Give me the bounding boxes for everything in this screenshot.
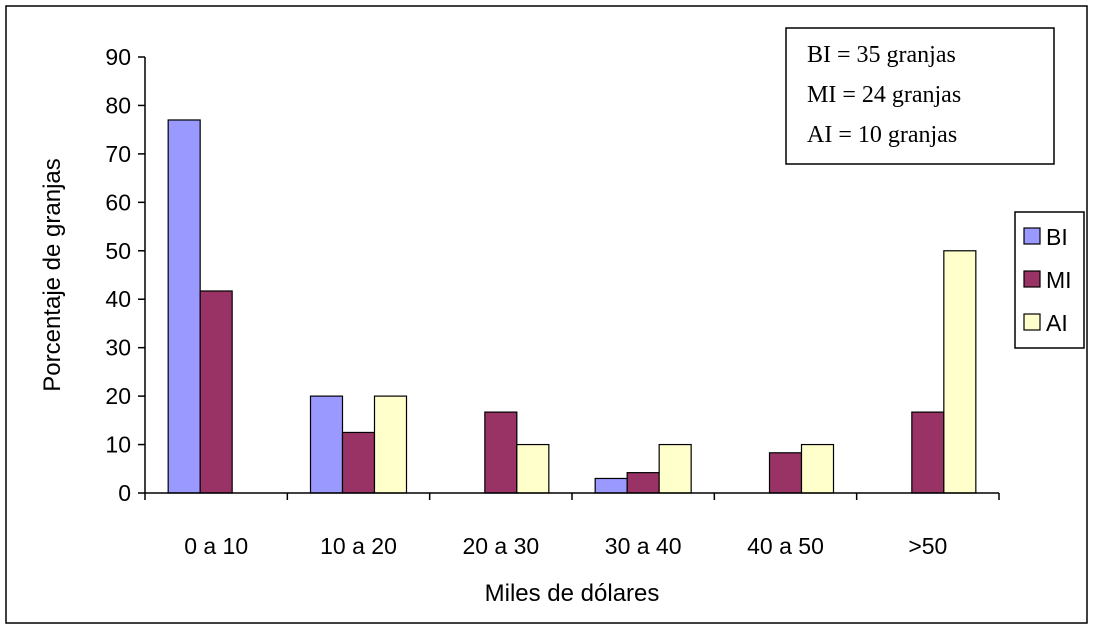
y-tick-label: 90 [105,44,131,70]
bars-group [167,119,977,494]
annotation-line: MI = 24 granjas [807,82,961,108]
bar-mi-0 [199,290,233,494]
y-tick-label: 0 [118,480,131,506]
y-tick-label: 50 [105,238,131,264]
annotation-line: BI = 35 granjas [807,42,956,68]
y-tick-label: 40 [105,286,131,312]
bar-mi-3 [626,472,660,494]
bar-ai-3 [658,443,692,494]
y-tick-label: 20 [105,383,131,409]
x-tick-label: 20 a 30 [462,533,539,559]
legend: BI MI AI [1014,211,1085,349]
bar-bi-0 [167,119,201,494]
legend-label-ai: AI [1046,310,1068,336]
annotation-frame [785,27,1055,165]
x-tick-label: 40 a 50 [747,533,824,559]
y-tick-label: 10 [105,432,131,458]
x-tick-label: 10 a 20 [320,533,397,559]
bar-bi-3 [594,477,628,494]
annotation-line: AI = 10 granjas [807,122,957,148]
legend-label-mi: MI [1046,267,1072,293]
bar-bi-1 [309,395,344,494]
legend-swatch-mi [1023,270,1041,288]
legend-swatch-bi [1023,227,1041,245]
x-tick-label: >50 [908,533,947,559]
y-tick-label: 70 [105,141,131,167]
axes-group: 0 10 20 30 40 50 60 70 80 90 0 a 10 10 a 20 20 a 30 3… [105,44,1000,559]
y-tick-label: 30 [105,335,131,361]
x-tick-label: 30 a 40 [605,533,682,559]
legend-swatch-ai [1023,313,1041,331]
y-tick-label: 80 [105,92,131,118]
y-tick-label: 60 [105,189,131,215]
bar-mi-1 [341,431,376,494]
bar-ai-1 [373,395,408,494]
bar-mi-4 [768,452,803,494]
bar-mi-2 [484,411,518,494]
bar-ai-5 [943,250,977,494]
y-axis-label: Porcentaje de granjas [39,158,66,391]
bar-mi-5 [911,411,945,494]
legend-label-bi: BI [1046,224,1068,250]
x-axis-label: Miles de dólares [485,580,660,607]
x-tick-label: 0 a 10 [184,533,248,559]
bar-ai-4 [800,443,835,494]
annotation-box: BI = 35 granjas MI = 24 granjas AI = 10 gr… [785,27,1055,165]
bar-ai-2 [516,443,550,494]
